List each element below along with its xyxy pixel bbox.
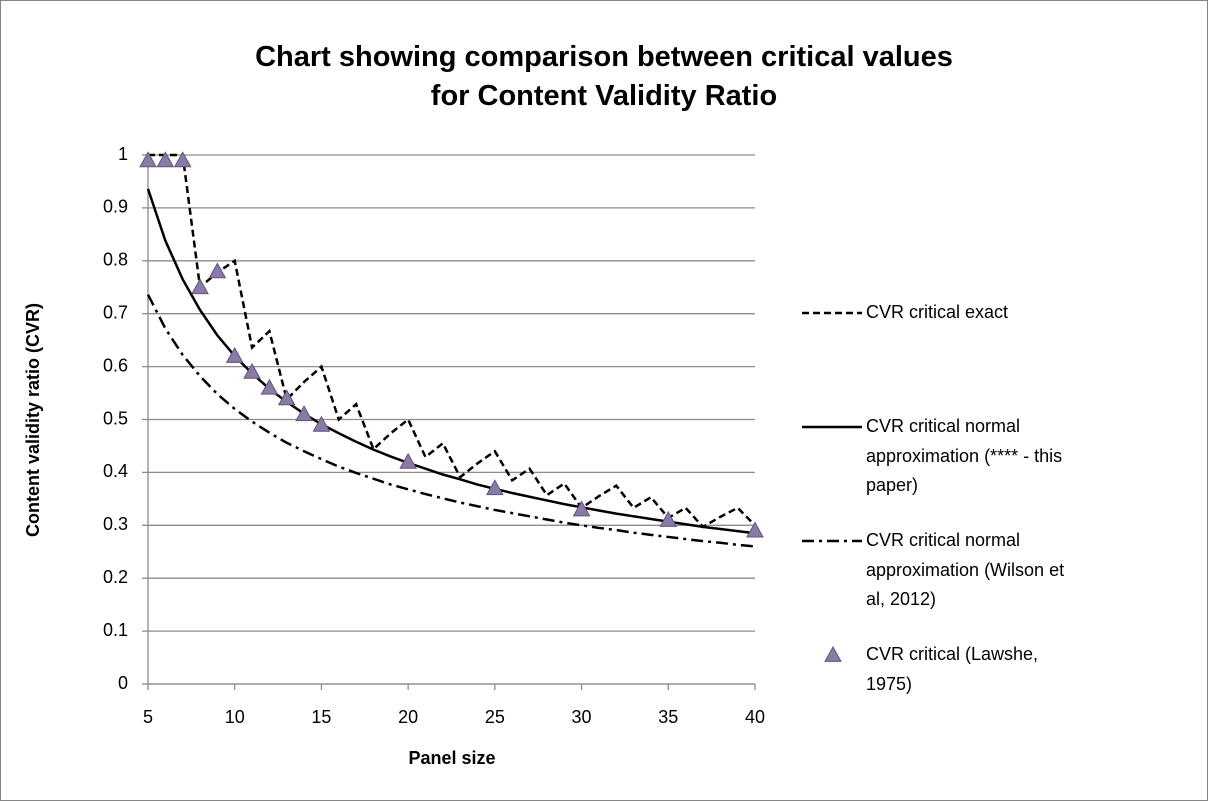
data-marker [572, 500, 591, 517]
data-marker [312, 415, 331, 432]
legend-label: CVR critical normal approximation (Wilso… [866, 530, 1065, 609]
y-tick-label: 0.1 [103, 620, 128, 640]
x-axis-title: Panel size [408, 748, 495, 768]
data-marker [139, 151, 157, 168]
data-marker [486, 479, 504, 496]
x-tick-label: 35 [658, 707, 678, 727]
x-tick-label: 30 [572, 707, 592, 727]
x-tick-label: 10 [225, 707, 245, 727]
y-tick-label: 0.5 [103, 408, 128, 428]
y-tick-label: 1 [118, 144, 128, 164]
data-line [146, 294, 756, 548]
data-marker [277, 389, 296, 406]
data-marker [260, 378, 279, 395]
y-tick-label: 0.8 [103, 250, 128, 270]
y-tick-label: 0.2 [103, 567, 128, 587]
x-tick-label: 5 [143, 707, 153, 727]
x-tick-label: 20 [398, 707, 418, 727]
y-tick-label: 0 [118, 673, 128, 693]
y-tick-label: 0.7 [103, 302, 128, 322]
data-marker [225, 346, 244, 363]
data-marker [659, 510, 678, 527]
data-marker [243, 362, 261, 379]
data-marker [191, 278, 209, 295]
legend-label: CVR critical (Lawshe, 1975) [866, 644, 1039, 694]
legend-marker [824, 645, 842, 662]
y-tick-label: 0.4 [103, 461, 128, 481]
y-axis-title: Content validity ratio (CVR) [23, 303, 43, 537]
y-tick-label: 0.3 [103, 514, 128, 534]
data-marker [156, 151, 175, 168]
x-tick-label: 25 [485, 707, 505, 727]
y-tick-label: 0.6 [103, 355, 128, 375]
legend-label: CVR critical exact [866, 302, 1009, 322]
data-marker [399, 452, 417, 469]
y-tick-label: 0.9 [103, 197, 128, 217]
chart-title: Chart showing comparison between critica… [255, 41, 953, 112]
x-tick-label: 40 [745, 707, 765, 727]
data-marker [173, 151, 192, 168]
data-line [148, 153, 756, 529]
data-marker [746, 521, 764, 538]
legend-label: CVR critical normal approximation (**** … [866, 416, 1063, 495]
data-marker [208, 262, 227, 279]
data-marker [295, 405, 313, 422]
x-tick-label: 15 [311, 707, 331, 727]
